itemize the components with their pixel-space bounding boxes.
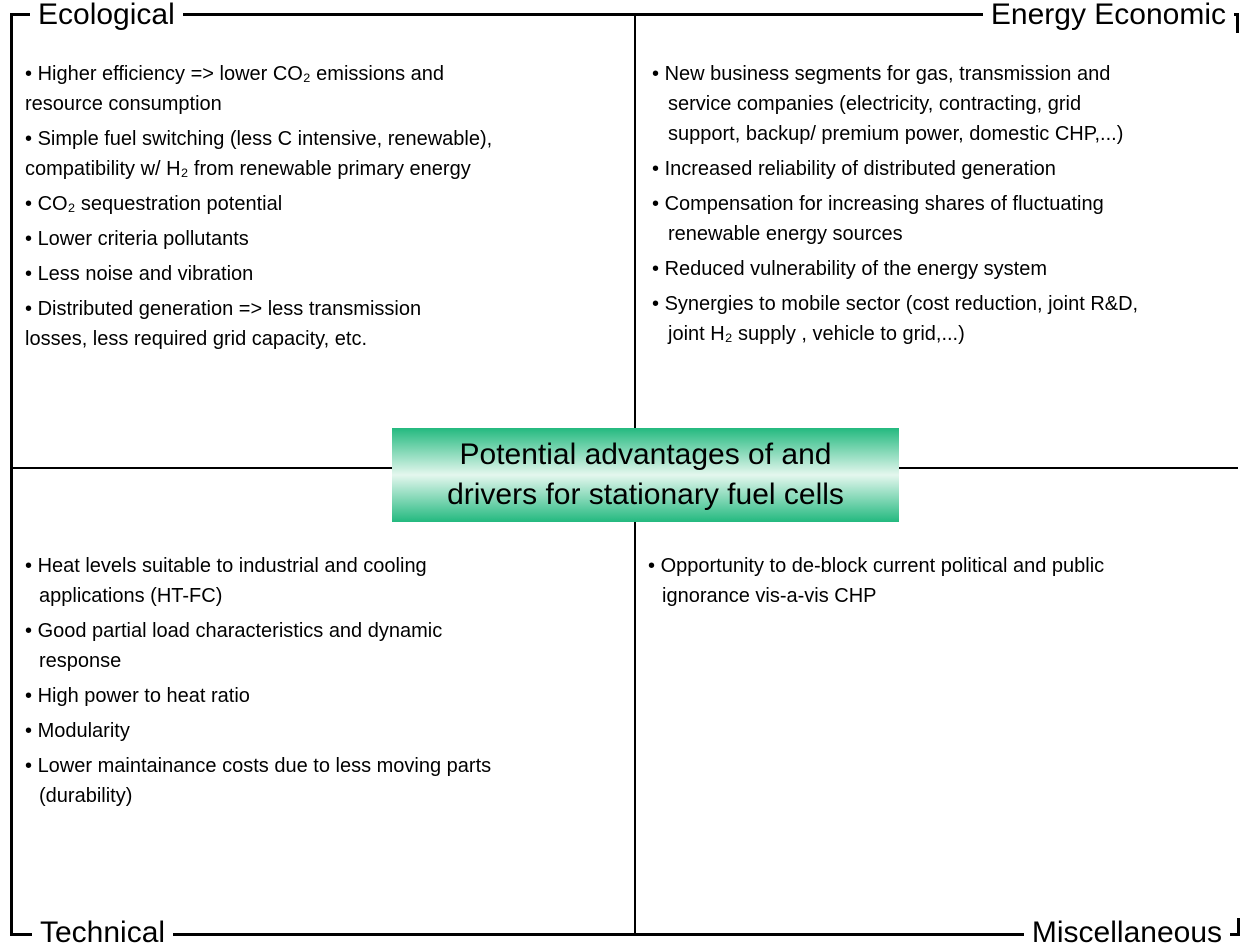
bullet-line: Increased reliability of distributed gen…: [652, 154, 1138, 184]
bullet-line: Synergies to mobile sector (cost reducti…: [652, 289, 1139, 319]
bullet-line: Good partial load characteristics and dy…: [25, 616, 491, 646]
bullet-line: losses, less required grid capacity, etc…: [25, 328, 368, 350]
bullet-line: ignorance vis-a-vis CHP: [662, 585, 877, 607]
quadrant-title: Miscellaneous: [1023, 918, 1230, 948]
frame-left: [10, 13, 13, 936]
bullet-list: Higher efficiency => lower CO₂ emissions…: [25, 59, 492, 359]
bullet-list: New business segments for gas, transmiss…: [652, 59, 1139, 354]
quadrant-title: Energy Economic: [982, 0, 1234, 30]
bullet-item: Distributed generation => less transmiss…: [25, 294, 492, 354]
bullet-item: Reduced vulnerability of the energy syst…: [652, 254, 1138, 284]
bullet-item: Lower maintainance costs due to less mov…: [25, 751, 492, 811]
bullet-list: Heat levels suitable to industrial and c…: [25, 551, 492, 816]
bullet-item: Simple fuel switching (less C intensive,…: [25, 124, 492, 184]
frame-right-top: [1236, 13, 1239, 33]
quadrant-title: Ecological: [30, 0, 183, 30]
bullet-line: service companies (electricity, contract…: [668, 93, 1082, 115]
frame-bottom: [10, 933, 1240, 936]
bullet-line: Heat levels suitable to industrial and c…: [25, 551, 491, 581]
bullet-line: Distributed generation => less transmiss…: [25, 294, 492, 324]
bullet-line: renewable energy sources: [668, 223, 903, 245]
bullet-line: applications (HT-FC): [39, 585, 223, 607]
bullet-item: CO₂ sequestration potential: [25, 189, 492, 219]
bullet-line: compatibility w/ H₂ from renewable prima…: [25, 158, 471, 180]
bullet-item: Opportunity to de-block current politica…: [648, 551, 1105, 611]
bullet-item: Higher efficiency => lower CO₂ emissions…: [25, 59, 492, 119]
center-line: Potential advantages of and: [459, 438, 832, 471]
bullet-line: Lower maintainance costs due to less mov…: [25, 751, 492, 781]
bullet-item: High power to heat ratio: [25, 681, 491, 711]
bullet-line: response: [39, 650, 122, 672]
bullet-item: Lower criteria pollutants: [25, 224, 492, 254]
bullet-item: Heat levels suitable to industrial and c…: [25, 551, 491, 611]
bullet-line: Opportunity to de-block current politica…: [648, 551, 1105, 581]
center-line: drivers for stationary fuel cells: [447, 478, 844, 511]
bullet-line: Modularity: [25, 716, 491, 746]
bullet-line: Lower criteria pollutants: [25, 224, 492, 254]
bullet-line: High power to heat ratio: [25, 681, 491, 711]
bullet-line: CO₂ sequestration potential: [25, 189, 492, 219]
center-box: Potential advantages of and drivers for s…: [392, 428, 899, 522]
bullet-line: support, backup/ premium power, domestic…: [668, 123, 1124, 145]
bullet-line: Compensation for increasing shares of fl…: [652, 189, 1138, 219]
bullet-item: Compensation for increasing shares of fl…: [652, 189, 1138, 249]
bullet-item: Synergies to mobile sector (cost reducti…: [652, 289, 1139, 349]
frame-top: [10, 13, 1238, 16]
bullet-item: Good partial load characteristics and dy…: [25, 616, 491, 676]
quadrant-title: Technical: [32, 918, 174, 948]
bullet-line: joint H₂ supply , vehicle to grid,...): [668, 323, 965, 345]
bullet-line: Less noise and vibration: [25, 259, 492, 289]
frame-right-bottom: [1237, 918, 1240, 936]
bullet-item: Increased reliability of distributed gen…: [652, 154, 1138, 184]
bullet-item: Less noise and vibration: [25, 259, 492, 289]
bullet-item: New business segments for gas, transmiss…: [652, 59, 1138, 149]
bullet-line: resource consumption: [25, 93, 222, 115]
bullet-line: New business segments for gas, transmiss…: [652, 59, 1138, 89]
bullet-list: Opportunity to de-block current politica…: [648, 551, 1105, 616]
bullet-line: Higher efficiency => lower CO₂ emissions…: [25, 59, 492, 89]
bullet-line: (durability): [39, 785, 133, 807]
bullet-line: Reduced vulnerability of the energy syst…: [652, 254, 1138, 284]
bullet-line: Simple fuel switching (less C intensive,…: [25, 124, 493, 154]
bullet-item: Modularity: [25, 716, 491, 746]
